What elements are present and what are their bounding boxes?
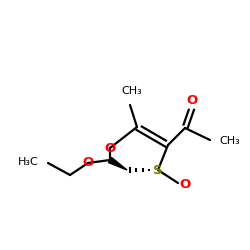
Text: H₃C: H₃C [18, 157, 39, 167]
Text: O: O [82, 156, 94, 170]
Text: O: O [180, 178, 191, 192]
Polygon shape [108, 158, 127, 170]
Text: CH₃: CH₃ [122, 86, 142, 96]
Text: O: O [186, 94, 198, 106]
Text: O: O [104, 142, 116, 154]
Text: S: S [153, 164, 163, 176]
Text: CH₃: CH₃ [219, 136, 240, 146]
